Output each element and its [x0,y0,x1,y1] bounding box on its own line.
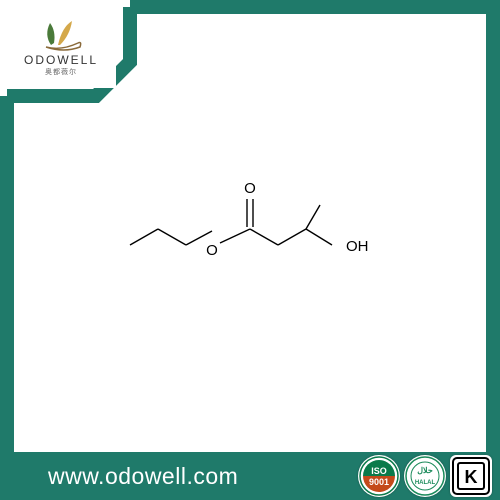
svg-text:9001: 9001 [369,477,389,487]
brand-logo: ODOWELL 奥都薇尔 [6,6,116,88]
oxygen-label: O [206,242,218,259]
brand-subtitle: 奥都薇尔 [45,67,77,77]
svg-text:حلال: حلال [417,466,433,475]
logo-leaf-icon [36,17,86,51]
certification-badges: ISO 9001 حلال HALAL K [358,455,492,497]
iso-badge: ISO 9001 [358,455,400,497]
halal-badge: حلال HALAL [404,455,446,497]
svg-text:K: K [465,467,478,487]
brand-name: ODOWELL [24,53,98,67]
svg-text:ISO: ISO [371,466,387,476]
footer-url: www.odowell.com [48,463,238,490]
molecule-structure: O O OH [120,175,380,305]
oxygen-dbl-label: O [244,180,256,197]
kosher-badge: K [450,455,492,497]
svg-text:HALAL: HALAL [415,480,436,486]
hydroxyl-label: OH [346,238,369,255]
